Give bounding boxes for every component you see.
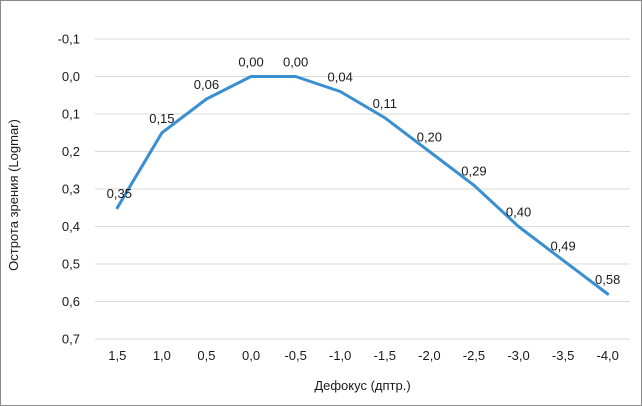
y-tick-labels: -0,1 0,0 0,1 0,2 0,3 0,4 0,5 0,6 0,7 <box>58 32 80 347</box>
data-label: 0,20 <box>417 130 442 145</box>
x-tick-label: 0,5 <box>197 348 215 363</box>
data-label: 0,49 <box>550 238 575 253</box>
data-label: 0,00 <box>238 55 263 70</box>
y-tick-label: 0,2 <box>62 144 80 159</box>
x-tick-label: -0,5 <box>284 348 306 363</box>
x-tick-label: -1,5 <box>374 348 396 363</box>
x-tick-label: -3,0 <box>507 348 529 363</box>
y-tick-label: 0,5 <box>62 257 80 272</box>
x-tick-label: 0,0 <box>242 348 260 363</box>
y-tick-label: 0,0 <box>62 69 80 84</box>
y-tick-label: 0,4 <box>62 219 80 234</box>
gridlines <box>95 38 630 340</box>
y-tick-label: -0,1 <box>58 32 80 47</box>
y-axis-title: Острота зрения (Logmar) <box>6 119 21 271</box>
y-tick-label: 0,3 <box>62 182 80 197</box>
x-tick-label: -2,5 <box>463 348 485 363</box>
x-tick-labels: 1,5 1,0 0,5 0,0 -0,5 -1,0 -1,5 -2,0 -2,5 -3,0 -3,5… <box>108 348 619 363</box>
data-label: 0,11 <box>373 96 397 111</box>
series-line <box>115 75 610 296</box>
y-tick-label: 0,1 <box>62 107 80 122</box>
y-tick-label: 0,6 <box>62 294 80 309</box>
x-tick-label: 1,5 <box>108 348 126 363</box>
data-label: 0,15 <box>149 111 174 126</box>
x-axis-title: Дефокус (дптр.) <box>314 378 410 393</box>
data-label: 0,29 <box>461 163 486 178</box>
x-tick-label: 1,0 <box>153 348 171 363</box>
data-label: 0,06 <box>194 77 219 92</box>
data-label: 0,00 <box>283 55 308 70</box>
data-label: 0,58 <box>595 272 620 287</box>
x-tick-label: -2,0 <box>418 348 440 363</box>
data-label: 0,35 <box>107 186 132 201</box>
y-tick-label: 0,7 <box>62 332 80 347</box>
x-tick-label: -3,5 <box>552 348 574 363</box>
data-labels: 0,35 0,15 0,06 0,00 0,00 0,04 0,11 0,20 0,29 0,40… <box>107 55 621 288</box>
data-label: 0,04 <box>328 70 353 85</box>
data-label: 0,40 <box>506 205 531 220</box>
x-tick-label: -1,0 <box>329 348 351 363</box>
x-tick-label: -4,0 <box>597 348 619 363</box>
